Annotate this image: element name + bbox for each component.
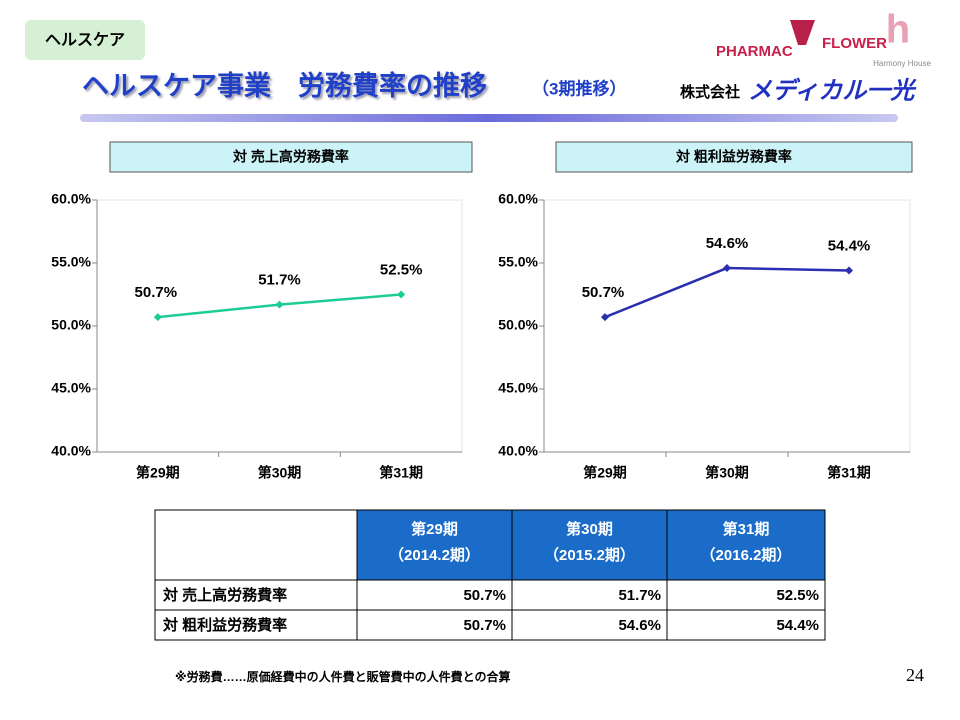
table-header-period: 第31期 <box>723 520 770 538</box>
table-cell <box>154 609 358 641</box>
data-label: 50.7% <box>582 284 625 301</box>
y-tick-label: 50.0% <box>51 317 91 333</box>
marker <box>601 313 609 322</box>
title-sub: （3期推移） <box>532 78 626 98</box>
y-tick-label: 55.0% <box>51 254 91 270</box>
chart-title: 対 粗利益労務費率 <box>675 149 792 165</box>
table-value: 54.4% <box>776 617 819 634</box>
marker <box>275 300 284 309</box>
y-tick-label: 45.0% <box>51 380 91 396</box>
logo-flower: FLOWER <box>822 35 887 52</box>
table-cell <box>511 609 668 641</box>
marker <box>845 266 853 275</box>
note: ※労務費……原価経費中の人件費と販管費中の人件費との合算 <box>175 669 511 684</box>
tag-box <box>25 20 145 60</box>
chart-title-box <box>555 141 913 173</box>
table-cell <box>154 579 358 611</box>
data-label: 54.6% <box>706 235 749 252</box>
table-cell <box>666 579 826 611</box>
x-tick-label: 第31期 <box>827 465 871 481</box>
table-header-term: （2016.2期） <box>701 546 792 564</box>
data-label: 50.7% <box>135 284 178 301</box>
table-value: 50.7% <box>463 617 506 634</box>
data-label: 52.5% <box>380 261 423 278</box>
table-header-term: （2014.2期） <box>389 546 480 564</box>
table-header-period: 第30期 <box>566 520 613 538</box>
x-tick-label: 第29期 <box>136 465 180 481</box>
page-number: 24 <box>906 665 924 685</box>
company-prefix: 株式会社 <box>680 83 740 101</box>
table-value: 51.7% <box>618 587 661 604</box>
marker <box>153 313 162 322</box>
plot-frame <box>96 199 463 453</box>
x-tick-label: 第29期 <box>583 465 627 481</box>
x-tick-label: 第30期 <box>258 465 302 481</box>
title: ヘルスケア事業 労務費率の推移 <box>82 70 487 101</box>
table-value: 50.7% <box>463 587 506 604</box>
table-header-cell <box>666 509 826 581</box>
table-row-label: 対 売上高労務費率 <box>162 586 287 604</box>
line <box>604 266 850 319</box>
y-tick-label: 60.0% <box>51 191 91 207</box>
table-header-blank <box>154 509 358 581</box>
y-tick-label: 55.0% <box>498 254 538 270</box>
flower-icon <box>790 20 815 45</box>
table-row-label: 対 粗利益労務費率 <box>162 616 287 634</box>
logo-pharmac: PHARMAC <box>716 43 793 60</box>
table-cell <box>666 609 826 641</box>
table-cell <box>511 579 668 611</box>
table-value: 54.6% <box>618 617 661 634</box>
y-tick-label: 45.0% <box>498 380 538 396</box>
y-tick-label: 60.0% <box>498 191 538 207</box>
table-header-cell <box>356 509 513 581</box>
y-tick-label: 40.0% <box>51 443 91 459</box>
y-tick-label: 50.0% <box>498 317 538 333</box>
data-label: 51.7% <box>258 272 301 289</box>
table-header-cell <box>511 509 668 581</box>
table-value: 52.5% <box>776 587 819 604</box>
tag: ヘルスケア <box>45 31 125 49</box>
logo-harmony: Harmony House <box>873 59 931 68</box>
marker <box>723 264 731 273</box>
company-name: メディカル一光 <box>748 77 917 104</box>
y-tick-label: 40.0% <box>498 443 538 459</box>
data-label: 54.4% <box>828 238 871 255</box>
title-bar <box>80 114 898 122</box>
table-header-period: 第29期 <box>411 520 458 538</box>
chart-title-box <box>109 141 473 173</box>
x-tick-label: 第31期 <box>379 465 423 481</box>
table-header-term: （2015.2期） <box>544 546 635 564</box>
chart-title: 対 売上高労務費率 <box>232 149 349 165</box>
x-tick-label: 第30期 <box>705 465 749 481</box>
harmony-icon: h <box>886 8 910 52</box>
marker <box>397 290 406 299</box>
